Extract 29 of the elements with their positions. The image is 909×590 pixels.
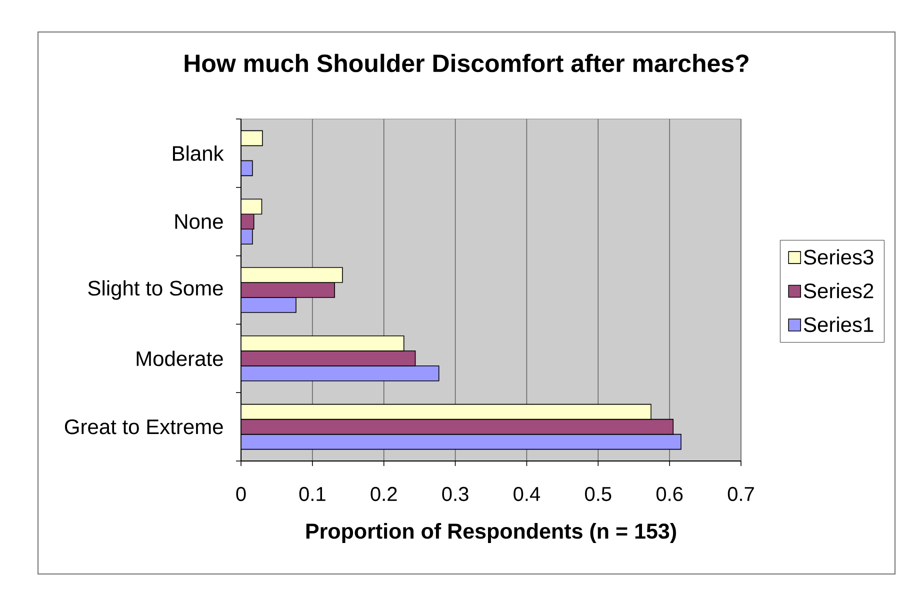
bar — [241, 297, 296, 313]
y-tick-label: Moderate — [136, 350, 223, 366]
x-tick-label: 0.1 — [299, 486, 326, 502]
bar — [241, 434, 682, 450]
x-tick-label: 0.5 — [585, 486, 612, 502]
y-tick-label: Blank — [173, 146, 224, 161]
legend-label: Series2 — [804, 282, 874, 298]
x-tick-label: 0 — [236, 486, 246, 502]
bar — [241, 267, 343, 283]
x-tick-label: 0.2 — [370, 486, 397, 502]
x-tick-label: 0.7 — [728, 486, 754, 502]
x-tick-label: 0.4 — [514, 486, 540, 502]
x-tick-label: 0.6 — [656, 486, 683, 502]
x-axis-title: Proportion of Respondents (n = 153) — [306, 522, 676, 544]
bar — [241, 282, 335, 298]
bar — [241, 336, 404, 352]
legend-label: Series3 — [804, 249, 874, 265]
bar — [241, 350, 416, 366]
bar — [241, 404, 652, 420]
y-tick-label: Slight to Some — [88, 280, 223, 300]
bar — [241, 418, 674, 435]
x-tick-label: 0.3 — [442, 486, 468, 502]
y-tick-label: None — [175, 214, 223, 229]
y-tick-label: Great to Extreme — [64, 419, 223, 434]
bar — [241, 366, 440, 382]
bar — [241, 130, 263, 146]
bar — [241, 198, 262, 215]
chart-title: How much Shoulder Discomfort after marches? — [184, 54, 748, 72]
legend-label: Series1 — [804, 316, 874, 332]
